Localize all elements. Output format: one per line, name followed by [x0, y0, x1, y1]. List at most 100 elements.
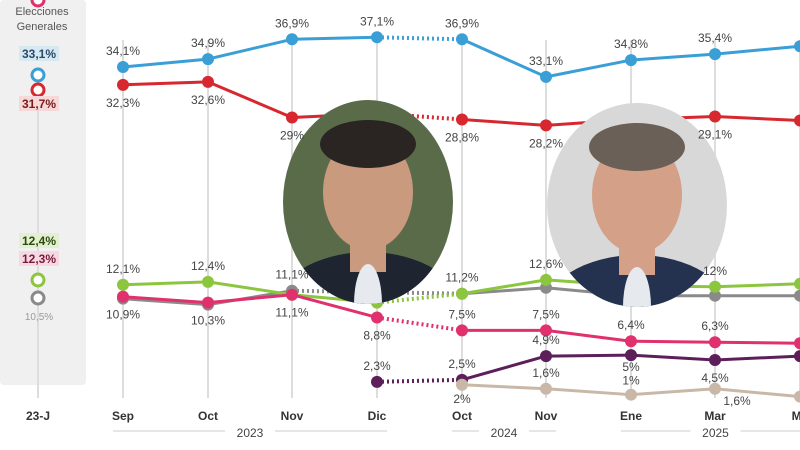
data-point: [709, 336, 721, 349]
series-segment: [291, 35, 378, 41]
legend-value: 31,7%: [22, 97, 56, 111]
data-point: [117, 61, 129, 73]
data-label: 12,6%: [529, 257, 563, 271]
data-label: 2,5%: [448, 357, 476, 371]
data-point: [709, 280, 721, 293]
data-label: 7,5%: [532, 307, 560, 321]
x-tick-label: Oct: [452, 409, 472, 423]
data-label: 28,2%: [529, 136, 563, 150]
data-point: [794, 350, 800, 363]
data-label: 4,9%: [532, 333, 560, 347]
x-tick-label: Oct: [198, 409, 218, 423]
data-point: [794, 337, 800, 350]
data-label: 12,4%: [191, 259, 225, 273]
x-tick-label: Ma: [792, 409, 800, 423]
legend-label-bg: [19, 233, 59, 248]
legend-label-bg: [19, 46, 59, 61]
x-tick-label: Dic: [368, 409, 387, 423]
data-point: [709, 48, 721, 61]
data-point: [202, 53, 214, 66]
series-segment: [545, 58, 632, 79]
series-segment: [122, 57, 209, 69]
x-tick-label: Nov: [281, 409, 304, 423]
x-tick-label: Sep: [112, 409, 134, 423]
data-label: 8,8%: [363, 328, 391, 342]
data-label: 29%: [280, 128, 304, 142]
legend-marker: [30, 272, 46, 288]
data-label: 32,6%: [191, 93, 225, 107]
data-label: 1,6%: [723, 394, 751, 408]
data-point: [625, 335, 637, 348]
data-point: [540, 382, 552, 395]
series-segment: [207, 80, 293, 119]
data-point: [794, 277, 800, 290]
data-label: 7,5%: [448, 307, 476, 321]
series-segment: [630, 339, 716, 344]
data-label: 2%: [453, 392, 471, 406]
data-label: 10,3%: [191, 314, 225, 328]
series-segment: [461, 37, 547, 79]
legend-title-2: Generales: [17, 21, 68, 33]
legend-marker: [30, 67, 46, 83]
data-label: 2,3%: [363, 359, 391, 373]
series-segment: [376, 291, 463, 305]
data-point: [371, 31, 383, 44]
year-label: 2024: [491, 426, 518, 440]
data-point: [202, 275, 214, 288]
series-segment: [545, 353, 632, 358]
data-point: [117, 290, 129, 303]
data-point: [371, 311, 383, 324]
data-point: [456, 33, 468, 46]
series-segment: [376, 315, 463, 333]
series-segment: [630, 353, 716, 362]
series-segment: [461, 278, 547, 296]
data-point: [286, 33, 298, 46]
series-segment: [630, 52, 716, 62]
data-label: 5%: [622, 360, 640, 374]
data-label: 33,1%: [529, 54, 563, 68]
data-point: [456, 324, 468, 337]
x-tick-label: 23-J: [26, 409, 50, 423]
data-label: 6,3%: [701, 319, 729, 333]
series-segment: [122, 280, 209, 287]
data-label: 1%: [622, 374, 640, 388]
data-point: [540, 70, 552, 83]
legend-value: 12,4%: [22, 234, 56, 248]
data-label: 29,1%: [698, 128, 732, 142]
legend-title-1: Elecciones: [15, 6, 69, 18]
legend-value: 33,1%: [22, 47, 56, 61]
data-point: [709, 382, 721, 395]
data-label: 36,9%: [275, 16, 309, 30]
series-segment: [207, 37, 293, 61]
data-label: 1,6%: [532, 366, 560, 380]
data-point: [625, 54, 637, 67]
data-point: [794, 390, 800, 403]
series-segment: [545, 387, 632, 397]
data-point: [709, 110, 721, 123]
legend-marker: [30, 290, 46, 306]
data-point: [117, 278, 129, 291]
series-segment: [545, 328, 632, 343]
legend-marker: [30, 82, 46, 98]
data-label: 4,5%: [701, 371, 729, 385]
data-point: [202, 75, 214, 88]
data-point: [794, 289, 800, 302]
data-label: 10,9%: [106, 308, 140, 322]
series-segment: [291, 293, 378, 319]
data-point: [371, 375, 383, 388]
x-tick-label: Mar: [704, 409, 726, 423]
data-point: [709, 354, 721, 367]
data-point: [286, 111, 298, 124]
data-label: 36,9%: [445, 16, 479, 30]
series-segment: [461, 354, 547, 382]
series-segment: [630, 387, 716, 397]
data-point: [625, 349, 637, 362]
series-segment: [714, 387, 800, 399]
data-label: 11,2%: [445, 271, 478, 285]
series-segment: [714, 115, 800, 122]
data-point: [456, 113, 468, 126]
series-segment: [376, 35, 463, 42]
year-label: 2025: [702, 426, 729, 440]
data-label: 12%: [703, 264, 727, 278]
legend-label-bg: [19, 96, 59, 111]
